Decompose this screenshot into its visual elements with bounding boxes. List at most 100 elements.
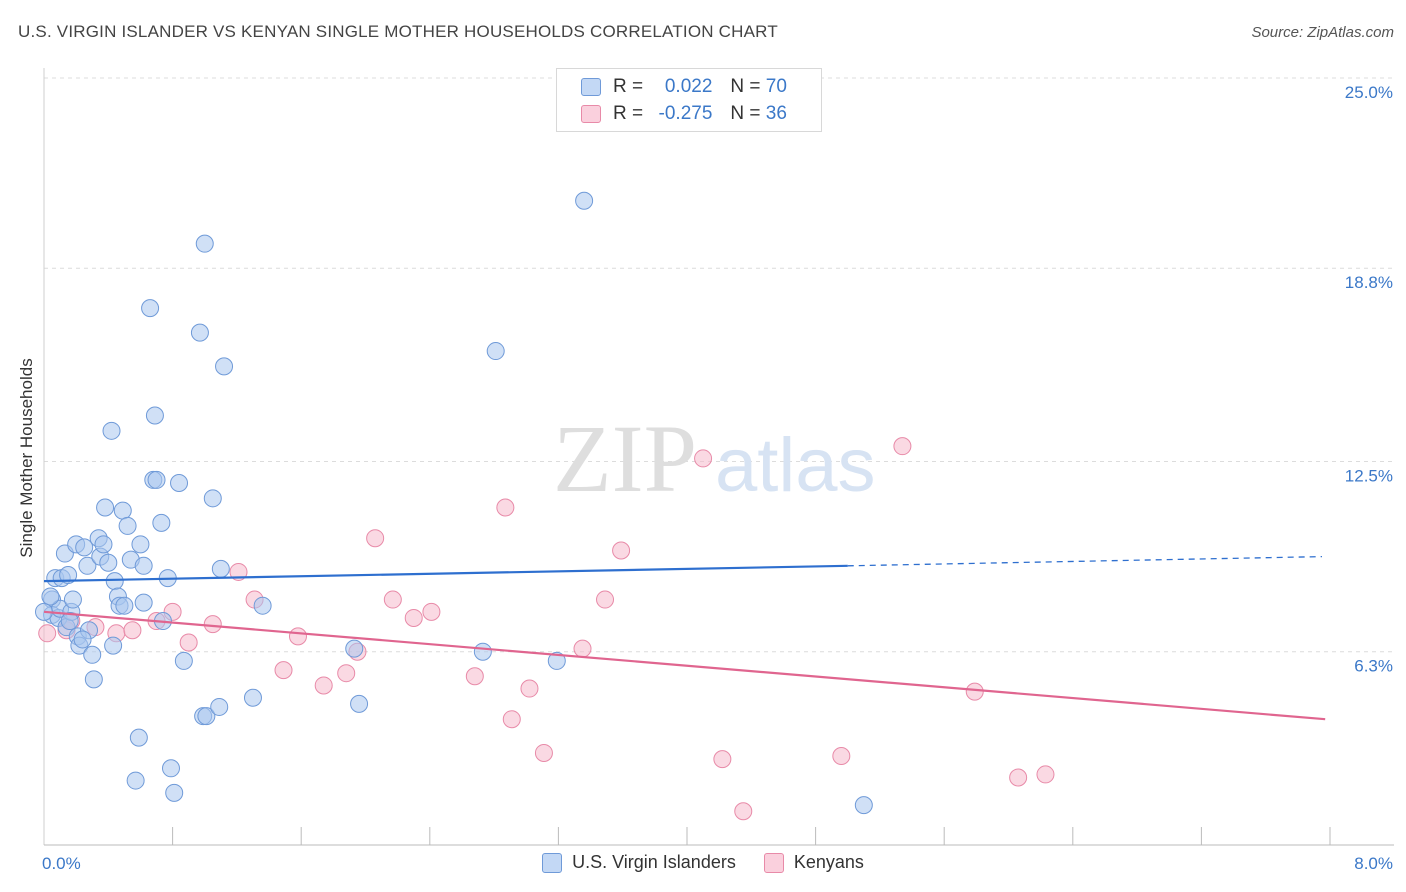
virgin-islanders-point bbox=[170, 473, 189, 492]
legend-label: Kenyans bbox=[793, 852, 864, 872]
virgin-islanders-point bbox=[59, 566, 78, 585]
virgin-islanders-point bbox=[575, 191, 594, 210]
y-tick-label: 6.3% bbox=[1354, 657, 1393, 676]
kenyans-point bbox=[229, 562, 248, 581]
kenyans-point bbox=[179, 633, 198, 652]
virgin-islanders-point bbox=[104, 636, 123, 655]
kenyans-trend-line bbox=[43, 610, 1326, 721]
virgin-islanders-point bbox=[161, 759, 180, 778]
virgin-islanders-point bbox=[243, 688, 262, 707]
virgin-islanders-point bbox=[211, 559, 230, 578]
virgin-islanders-point bbox=[134, 556, 153, 575]
virgin-islanders-point bbox=[115, 596, 134, 615]
virgin-islanders-point bbox=[84, 670, 103, 689]
virgin-islanders-point bbox=[105, 572, 124, 591]
virgin-islanders-point bbox=[131, 535, 150, 554]
kenyans-point bbox=[422, 602, 441, 621]
x-tick-label-min: 0.0% bbox=[42, 854, 81, 873]
kenyans-point bbox=[314, 676, 333, 695]
kenyans-points bbox=[38, 437, 1055, 821]
kenyans-point bbox=[612, 541, 631, 560]
virgin-islanders-point bbox=[197, 707, 216, 726]
r-value: 0.022 bbox=[664, 76, 713, 97]
virgin-islanders-point bbox=[83, 645, 102, 664]
virgin-islanders-point bbox=[73, 630, 92, 649]
virgin-islanders-point bbox=[145, 406, 164, 425]
n-value: 70 bbox=[765, 76, 787, 97]
virgin-islanders-point bbox=[75, 538, 94, 557]
virgin-islanders-point bbox=[345, 639, 364, 658]
pink-swatch bbox=[581, 105, 601, 123]
kenyans-point bbox=[274, 661, 293, 680]
kenyans-point bbox=[203, 615, 222, 634]
virgin-islanders-point bbox=[210, 697, 229, 716]
kenyans-point bbox=[123, 621, 142, 640]
virgin-islanders-point bbox=[473, 642, 492, 661]
axes bbox=[43, 68, 1394, 846]
stats-row-kenyans: R = -0.275 N = 36 bbox=[581, 102, 787, 126]
kenyans-point bbox=[832, 747, 851, 766]
n-label: N = bbox=[730, 76, 761, 97]
source-label: Source: ZipAtlas.com bbox=[1251, 24, 1394, 41]
virgin-islanders-point bbox=[63, 590, 82, 609]
virgin-islanders-point bbox=[141, 299, 160, 318]
virgin-islanders-point bbox=[174, 651, 193, 670]
kenyans-point bbox=[596, 590, 615, 609]
legend-item-kenyans: Kenyans bbox=[763, 852, 864, 873]
virgin-islanders-point bbox=[190, 323, 209, 342]
virgin-islanders-trend-line bbox=[43, 564, 848, 583]
y-tick-label: 12.5% bbox=[1345, 467, 1393, 486]
kenyans-point bbox=[520, 679, 539, 698]
kenyans-point bbox=[734, 802, 753, 821]
y-tick-labels: 6.3% 12.5% 18.8% 25.0% bbox=[1345, 83, 1393, 676]
kenyans-point bbox=[404, 608, 423, 627]
trend-lines bbox=[43, 555, 1326, 721]
kenyans-point bbox=[496, 498, 515, 517]
virgin-islanders-point bbox=[195, 234, 214, 253]
kenyans-point bbox=[38, 624, 57, 643]
x-tick-label-max: 8.0% bbox=[1354, 854, 1393, 873]
watermark: ZIP atlas bbox=[553, 405, 876, 512]
blue-swatch bbox=[542, 852, 563, 873]
virgin-islanders-point bbox=[96, 498, 115, 517]
kenyans-point bbox=[893, 437, 912, 456]
virgin-islanders-point bbox=[126, 771, 145, 790]
pink-swatch bbox=[763, 852, 784, 873]
kenyans-point bbox=[1036, 765, 1055, 784]
virgin-islanders-point bbox=[113, 501, 132, 520]
virgin-islanders-point bbox=[60, 612, 79, 631]
virgin-islanders-point bbox=[78, 556, 97, 575]
kenyans-point bbox=[383, 590, 402, 609]
grid-lines bbox=[44, 77, 1394, 653]
kenyans-point bbox=[337, 664, 356, 683]
virgin-islanders-point bbox=[129, 728, 148, 747]
virgin-islanders-point bbox=[547, 651, 566, 670]
y-tick-label: 25.0% bbox=[1345, 83, 1393, 102]
stats-row-virgin-islanders: R = 0.022 N = 70 bbox=[581, 75, 787, 99]
virgin-islanders-point bbox=[152, 513, 171, 532]
virgin-islanders-point bbox=[99, 553, 118, 572]
virgin-islanders-point bbox=[134, 593, 153, 612]
virgin-islanders-trend-extension bbox=[847, 555, 1322, 567]
virgin-islanders-point bbox=[486, 342, 505, 361]
r-label: R = bbox=[613, 76, 644, 97]
kenyans-point bbox=[965, 682, 984, 701]
chart-title: U.S. VIRGIN ISLANDER VS KENYAN SINGLE MO… bbox=[18, 22, 778, 41]
series-legend: U.S. Virgin Islanders Kenyans bbox=[0, 852, 1406, 873]
kenyans-point bbox=[366, 529, 385, 548]
x-tick-labels: 0.0% 8.0% bbox=[42, 854, 1393, 873]
virgin-islanders-point bbox=[350, 694, 369, 713]
legend-item-virgin-islanders: U.S. Virgin Islanders bbox=[542, 852, 736, 873]
kenyans-point bbox=[694, 449, 713, 468]
y-tick-label: 18.8% bbox=[1345, 273, 1393, 292]
virgin-islanders-point bbox=[118, 516, 137, 535]
virgin-islanders-point bbox=[102, 421, 121, 440]
kenyans-point bbox=[713, 750, 732, 769]
watermark-zip: ZIP bbox=[553, 405, 697, 512]
kenyans-point bbox=[573, 639, 592, 658]
kenyans-point bbox=[534, 743, 553, 762]
kenyans-point bbox=[502, 710, 521, 729]
kenyans-point bbox=[1009, 768, 1028, 787]
virgin-islanders-point bbox=[854, 796, 873, 815]
